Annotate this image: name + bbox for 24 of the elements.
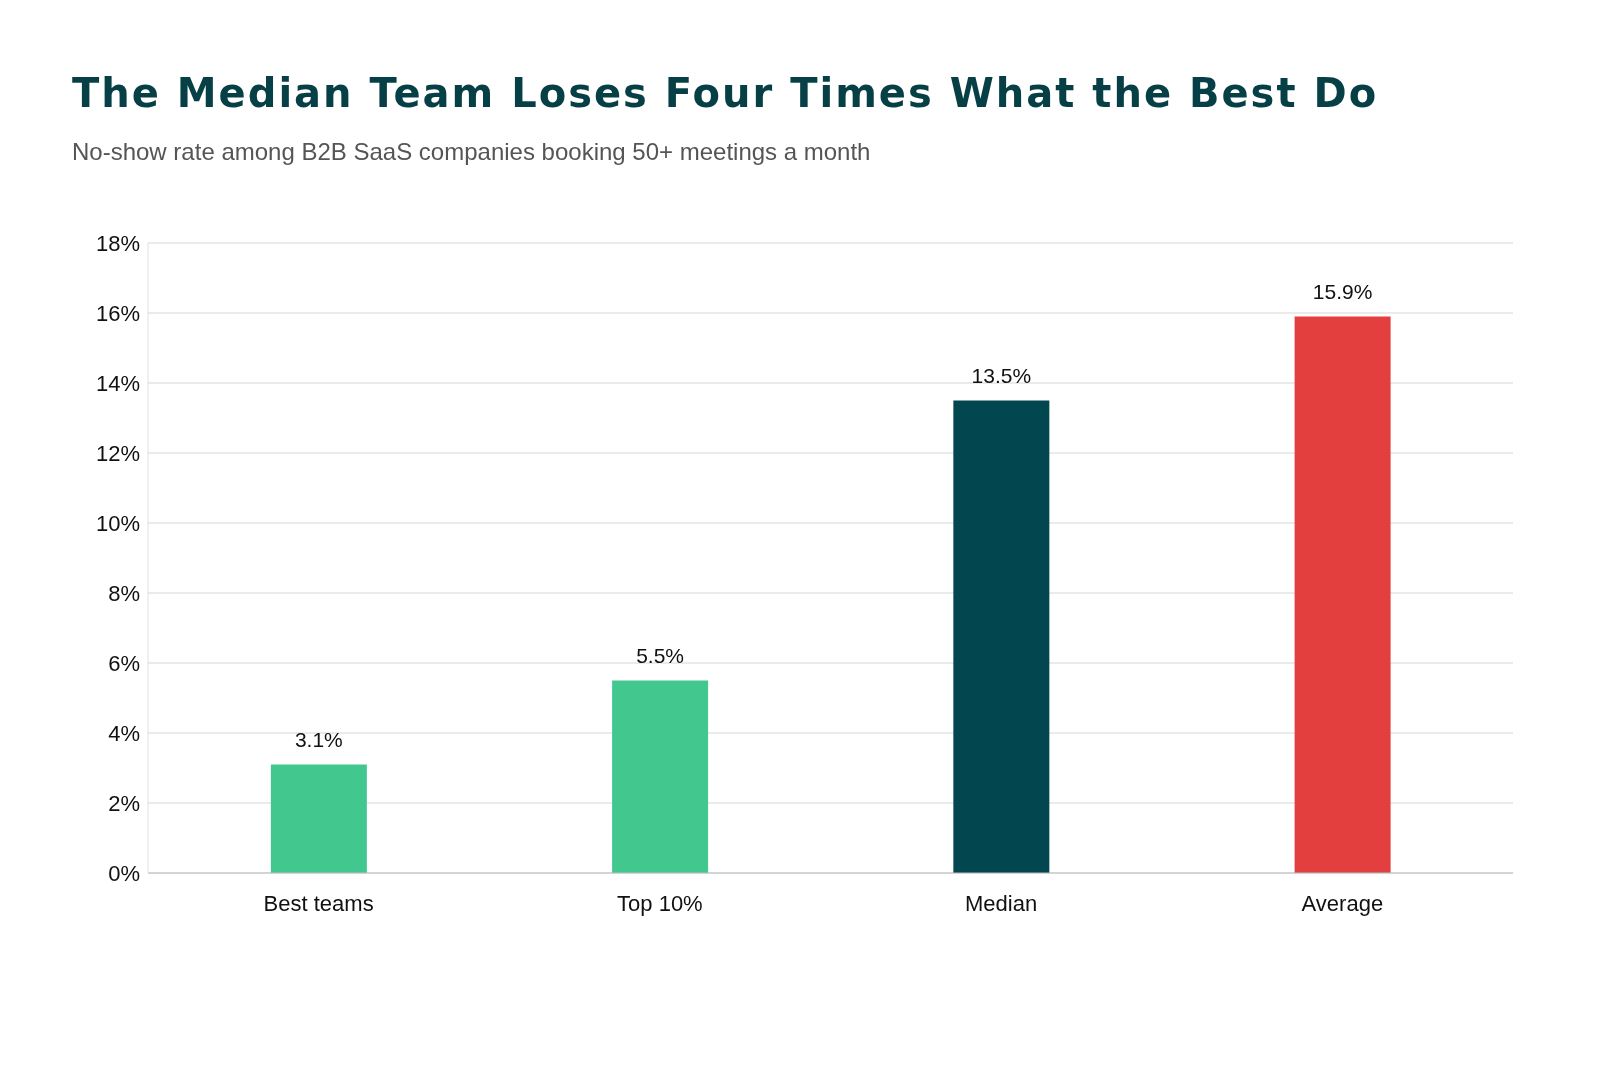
y-tick-label: 8%: [108, 580, 140, 606]
chart-subtitle: No-show rate among B2B SaaS companies booking 50+ meetings a month: [72, 138, 871, 166]
bar: [270, 764, 367, 873]
data-label: 15.9%: [1312, 279, 1373, 303]
y-tick-label: 0%: [108, 860, 140, 886]
data-label: 13.5%: [971, 363, 1032, 387]
x-tick-label: Median: [965, 890, 1038, 916]
chart-title: The Median Team Loses Four Times What the Best Do: [72, 70, 1379, 116]
y-tick-label: 12%: [95, 440, 140, 466]
bar: [1294, 316, 1391, 873]
y-tick-label: 6%: [108, 650, 140, 676]
y-tick-label: 14%: [95, 370, 140, 396]
y-tick-label: 2%: [108, 790, 140, 816]
data-label: 5.5%: [636, 643, 685, 667]
y-tick-label: 4%: [108, 720, 140, 746]
bar: [612, 680, 709, 873]
y-tick-label: 18%: [95, 230, 140, 256]
y-tick-label: 16%: [95, 300, 140, 326]
data-label: 3.1%: [294, 727, 343, 751]
y-tick-label: 10%: [95, 510, 140, 536]
bar: [953, 400, 1050, 873]
x-tick-label: Top 10%: [617, 890, 703, 916]
x-tick-label: Best teams: [263, 890, 374, 916]
x-tick-label: Average: [1301, 890, 1384, 916]
